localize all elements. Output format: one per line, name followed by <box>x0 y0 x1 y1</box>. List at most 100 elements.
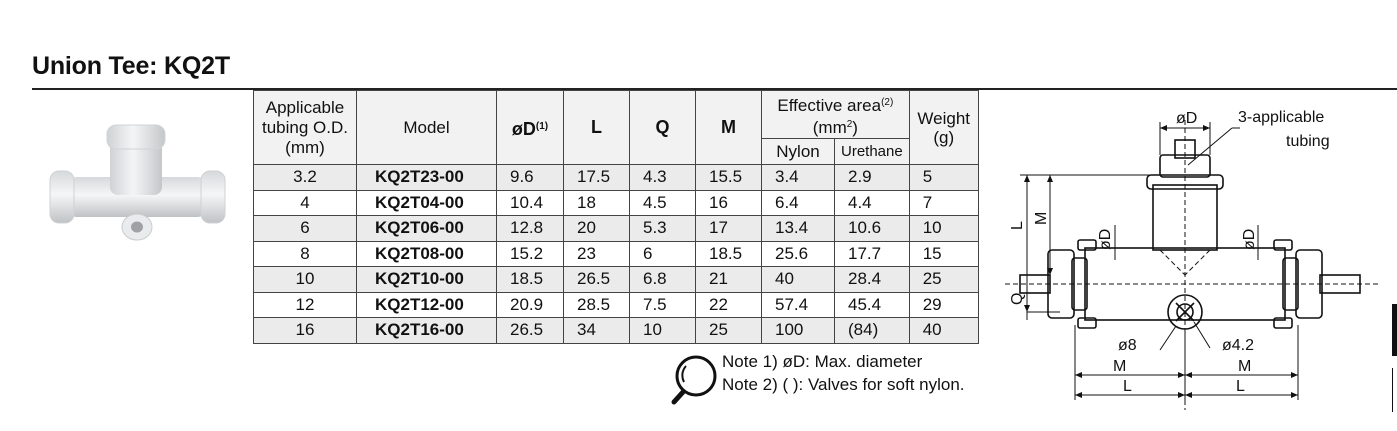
label-l-vert: L <box>1009 221 1026 230</box>
label-m-vert: M <box>1033 212 1050 225</box>
cell-nylon: 57.4 <box>761 291 835 318</box>
cell-weight: 7 <box>908 189 979 216</box>
label-phi42: ø4.2 <box>1222 337 1254 354</box>
label-tubing-2: tubing <box>1286 133 1330 150</box>
cell-l: 34 <box>563 317 630 344</box>
note-2: Note 2) ( ): Valves for soft nylon. <box>722 375 965 394</box>
cell-m: 15.5 <box>695 164 762 191</box>
label-q-vert: Q <box>1009 293 1026 305</box>
page-edge-mark <box>1392 304 1397 356</box>
cell-tubing: 6 <box>253 215 357 242</box>
cell-l: 28.5 <box>563 291 630 318</box>
cell-od: 15.2 <box>496 240 564 267</box>
cell-od: 20.9 <box>496 291 564 318</box>
cell-tubing: 8 <box>253 240 357 267</box>
cell-q: 4.5 <box>629 189 696 216</box>
cell-l: 20 <box>563 215 630 242</box>
header-od: øD(1) <box>496 90 564 165</box>
label-m-right: M <box>1238 358 1251 375</box>
label-l-right: L <box>1236 378 1245 395</box>
cell-m: 16 <box>695 189 762 216</box>
cell-urethane: 10.6 <box>834 215 910 242</box>
header-tubing: Applicable tubing O.D. (mm) <box>253 90 357 165</box>
cell-tubing: 3.2 <box>253 164 357 191</box>
cell-model: KQ2T16-00 <box>356 317 497 344</box>
header-weight: Weight (g) <box>908 90 979 165</box>
cell-model: KQ2T12-00 <box>356 291 497 318</box>
table-row: 12 KQ2T12-00 20.9 28.5 7.5 22 57.4 45.4 … <box>253 291 979 318</box>
page-edge-mark <box>1392 368 1397 412</box>
cell-od: 10.4 <box>496 189 564 216</box>
cell-od: 12.8 <box>496 215 564 242</box>
page-title: Union Tee: KQ2T <box>32 52 230 80</box>
cell-nylon: 6.4 <box>761 189 835 216</box>
header-l: L <box>563 90 630 165</box>
cell-m: 21 <box>695 266 762 293</box>
cell-tubing: 12 <box>253 291 357 318</box>
cell-urethane: 2.9 <box>834 164 910 191</box>
cell-weight: 29 <box>908 291 979 318</box>
cell-model: KQ2T06-00 <box>356 215 497 242</box>
header-q: Q <box>629 90 696 165</box>
table-row: 4 KQ2T04-00 10.4 18 4.5 16 6.4 4.4 7 <box>253 189 979 216</box>
cell-weight: 15 <box>908 240 979 267</box>
cell-weight: 5 <box>908 164 979 191</box>
cell-model: KQ2T08-00 <box>356 240 497 267</box>
label-od-left: øD <box>1097 229 1114 250</box>
cell-nylon: 25.6 <box>761 240 835 267</box>
cell-l: 18 <box>563 189 630 216</box>
cell-urethane: 28.4 <box>834 266 910 293</box>
cell-q: 5.3 <box>629 215 696 242</box>
cell-nylon: 100 <box>761 317 835 344</box>
cell-m: 25 <box>695 317 762 344</box>
table-row: 8 KQ2T08-00 15.2 23 6 18.5 25.6 17.7 15 <box>253 240 979 267</box>
note-1: Note 1) øD: Max. diameter <box>722 352 923 371</box>
cell-l: 17.5 <box>563 164 630 191</box>
dimension-drawing: øD 3-applicable tubing L M Q øD øD ø8 ø4… <box>1005 109 1380 410</box>
cell-m: 18.5 <box>695 240 762 267</box>
label-m-left: M <box>1113 358 1126 375</box>
cell-model: KQ2T04-00 <box>356 189 497 216</box>
cell-tubing: 4 <box>253 189 357 216</box>
cell-q: 10 <box>629 317 696 344</box>
cell-q: 7.5 <box>629 291 696 318</box>
cell-tubing: 10 <box>253 266 357 293</box>
cell-q: 4.3 <box>629 164 696 191</box>
cell-od: 18.5 <box>496 266 564 293</box>
cell-nylon: 13.4 <box>761 215 835 242</box>
table-row: 10 KQ2T10-00 18.5 26.5 6.8 21 40 28.4 25 <box>253 266 979 293</box>
cell-model: KQ2T10-00 <box>356 266 497 293</box>
cell-urethane: (84) <box>834 317 910 344</box>
cell-m: 17 <box>695 215 762 242</box>
header-effective-area: Effective area(2) (mm2) <box>761 90 910 139</box>
header-m: M <box>695 90 762 165</box>
header-nylon: Nylon <box>761 138 835 165</box>
cell-m: 22 <box>695 291 762 318</box>
label-od-top: øD <box>1176 110 1197 127</box>
cell-tubing: 16 <box>253 317 357 344</box>
magnifier-icon <box>671 355 717 405</box>
cell-nylon: 3.4 <box>761 164 835 191</box>
cell-od: 9.6 <box>496 164 564 191</box>
label-l-left: L <box>1123 378 1132 395</box>
table-row: 16 KQ2T16-00 26.5 34 10 25 100 (84) 40 <box>253 317 979 344</box>
header-urethane: Urethane <box>834 138 910 165</box>
cell-q: 6.8 <box>629 266 696 293</box>
cell-nylon: 40 <box>761 266 835 293</box>
cell-weight: 25 <box>908 266 979 293</box>
cell-weight: 40 <box>908 317 979 344</box>
label-tubing-1: 3-applicable <box>1238 109 1324 126</box>
header-model: Model <box>356 90 497 165</box>
cell-q: 6 <box>629 240 696 267</box>
product-photo <box>49 124 226 241</box>
spec-table: Applicable tubing O.D. (mm) Model øD(1) … <box>253 90 979 344</box>
table-row: 3.2 KQ2T23-00 9.6 17.5 4.3 15.5 3.4 2.9 … <box>253 164 979 191</box>
cell-l: 23 <box>563 240 630 267</box>
cell-urethane: 45.4 <box>834 291 910 318</box>
cell-weight: 10 <box>908 215 979 242</box>
cell-urethane: 17.7 <box>834 240 910 267</box>
cell-model: KQ2T23-00 <box>356 164 497 191</box>
title-divider <box>32 88 1397 90</box>
cell-l: 26.5 <box>563 266 630 293</box>
cell-od: 26.5 <box>496 317 564 344</box>
